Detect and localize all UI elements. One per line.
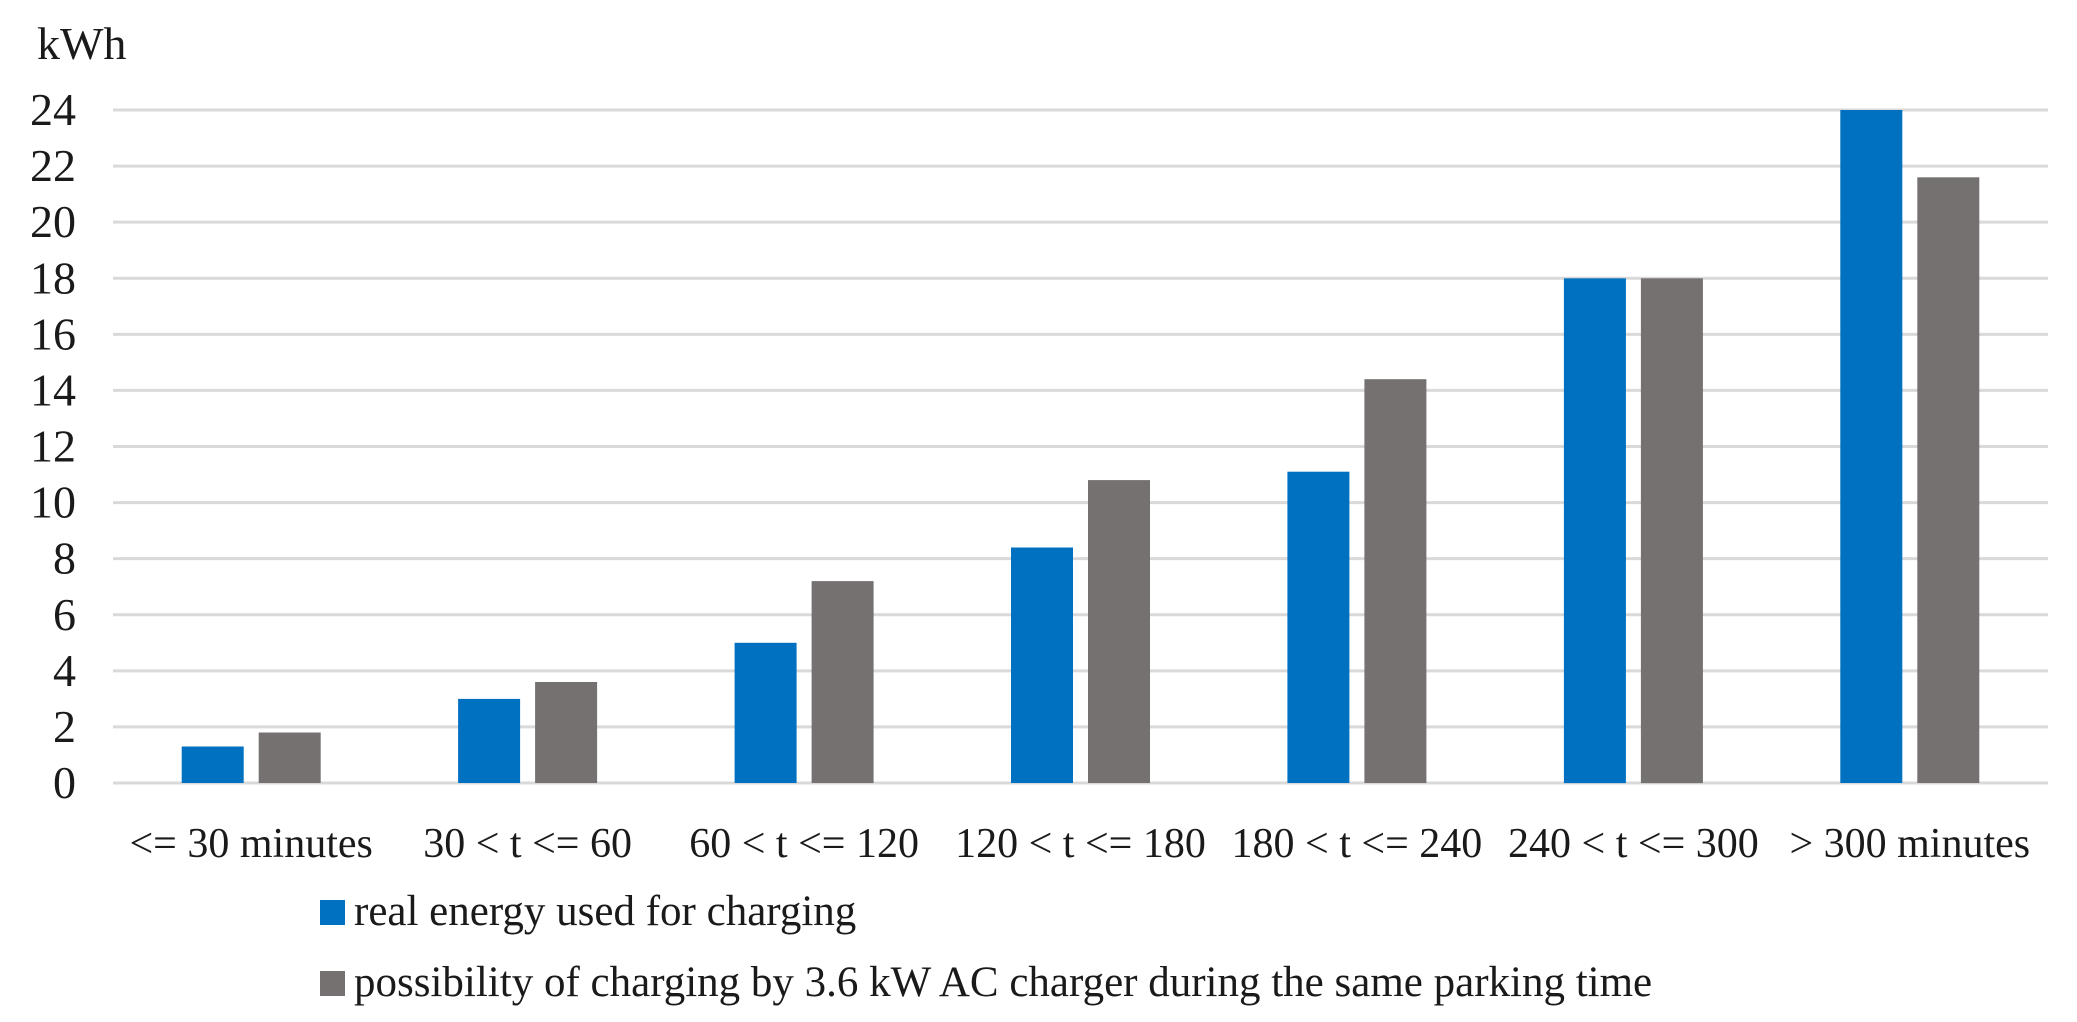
y-tick-label: 12 bbox=[30, 421, 76, 472]
legend-label-real-energy: real energy used for charging bbox=[354, 888, 857, 935]
x-category-label: 240 < t <= 300 bbox=[1508, 821, 1759, 867]
bar-series1-cat6 bbox=[1917, 177, 1980, 784]
x-category-label: 30 < t <= 60 bbox=[423, 821, 632, 867]
x-category-label: > 300 minutes bbox=[1789, 821, 2030, 867]
bar-series0-cat0 bbox=[181, 746, 244, 783]
bar-series0-cat1 bbox=[458, 698, 521, 783]
bar-series0-cat2 bbox=[734, 642, 797, 783]
bar-series0-cat3 bbox=[1011, 547, 1073, 783]
y-tick-label: 8 bbox=[53, 533, 76, 584]
legend-item-real-energy: real energy used for charging bbox=[320, 889, 2020, 935]
y-tick-label: 0 bbox=[53, 757, 76, 808]
bar-series1-cat2 bbox=[811, 581, 874, 783]
legend-label-possibility: possibility of charging by 3.6 kW AC cha… bbox=[354, 959, 1653, 1006]
y-tick-label: 6 bbox=[53, 589, 76, 640]
bar-series1-cat0 bbox=[258, 732, 321, 783]
y-axis-title: kWh bbox=[37, 18, 126, 69]
x-category-label: <= 30 minutes bbox=[130, 821, 373, 867]
bar-series1-cat1 bbox=[535, 682, 598, 783]
x-category-label: 120 < t <= 180 bbox=[955, 821, 1206, 867]
bar-series1-cat5 bbox=[1640, 278, 1703, 784]
y-tick-label: 14 bbox=[30, 364, 76, 415]
legend-item-possibility: possibility of charging by 3.6 kW AC cha… bbox=[320, 960, 2020, 1006]
bar-series1-cat4 bbox=[1364, 379, 1427, 783]
y-tick-label: 4 bbox=[53, 645, 76, 696]
legend: real energy used for charging possibilit… bbox=[320, 889, 2020, 1022]
legend-swatch-blue-icon bbox=[320, 899, 345, 925]
x-category-label: 60 < t <= 120 bbox=[689, 821, 919, 867]
bar-series0-cat5 bbox=[1563, 278, 1626, 784]
y-tick-label: 2 bbox=[53, 701, 76, 752]
bar-series0-cat4 bbox=[1287, 471, 1350, 783]
y-tick-label: 24 bbox=[30, 84, 76, 135]
bar-series1-cat3 bbox=[1088, 480, 1150, 783]
y-tick-label: 22 bbox=[30, 140, 76, 191]
y-tick-label: 20 bbox=[30, 196, 76, 247]
y-tick-label: 10 bbox=[30, 477, 76, 528]
y-tick-label: 18 bbox=[30, 252, 76, 303]
bar-series0-cat6 bbox=[1840, 110, 1903, 783]
legend-swatch-gray-icon bbox=[320, 970, 345, 996]
x-category-label: 180 < t <= 240 bbox=[1232, 821, 1483, 867]
y-tick-label: 16 bbox=[30, 308, 76, 359]
